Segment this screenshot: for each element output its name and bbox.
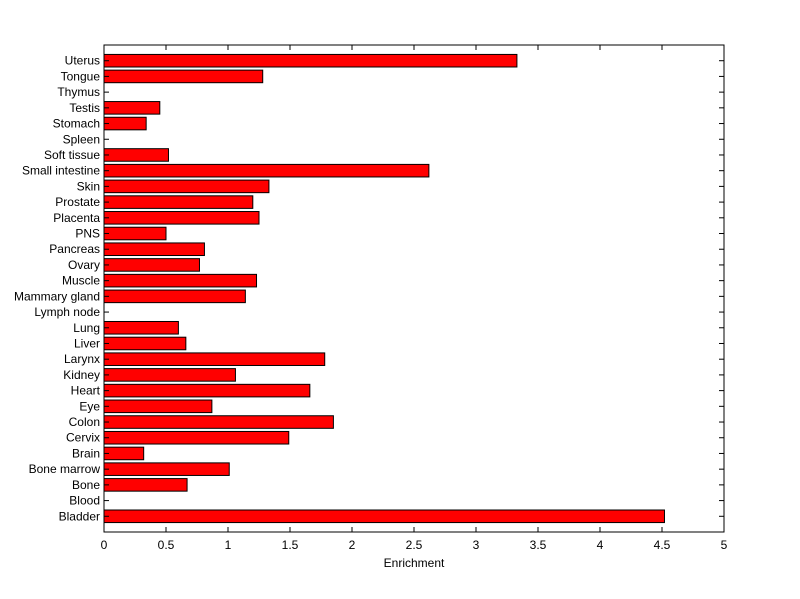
category-label-spleen: Spleen [63, 132, 100, 146]
bar-colon [103, 415, 334, 429]
category-label-bone-marrow: Bone marrow [29, 462, 101, 476]
category-label-ovary: Ovary [68, 258, 100, 272]
category-label-pns: PNS [75, 227, 100, 241]
bar-uterus [103, 53, 518, 68]
ticks-group [103, 45, 725, 532]
bar-bone [103, 478, 188, 492]
bar-bladder [103, 509, 665, 524]
bar-larynx [103, 352, 326, 366]
category-label-heart: Heart [71, 384, 101, 398]
x-tick-labels: 0 0.5 1 1.5 2 2.5 3 3.5 4 4.5 5 [101, 538, 728, 552]
category-label-liver: Liver [74, 336, 100, 350]
bar-cervix [103, 430, 290, 445]
x-tick-label: 0.5 [158, 538, 175, 552]
x-tick-label: 1.5 [282, 538, 299, 552]
x-tick-label: 0 [101, 538, 108, 552]
x-tick-label: 2.5 [406, 538, 423, 552]
x-axis-title: Enrichment [384, 556, 445, 570]
x-tick-label: 3.5 [530, 538, 547, 552]
category-label-stomach: Stomach [53, 117, 100, 131]
x-tick-label: 5 [721, 538, 728, 552]
category-label-prostate: Prostate [55, 195, 100, 209]
bar-lung [103, 320, 179, 335]
category-label-bone: Bone [72, 478, 100, 492]
bar-testis [103, 101, 161, 115]
category-label-placenta: Placenta [53, 211, 100, 225]
category-label-brain: Brain [72, 446, 100, 460]
bar-pancreas [103, 242, 205, 257]
category-label-testis: Testis [69, 101, 100, 115]
category-label-bladder: Bladder [59, 509, 100, 523]
bar-eye [103, 399, 213, 414]
bar-skin [103, 179, 270, 194]
bar-tongue [103, 69, 264, 84]
category-label-small-intestine: Small intestine [22, 164, 100, 178]
x-tick-label: 2 [349, 538, 356, 552]
category-label-thymus: Thymus [57, 85, 100, 99]
category-label-blood: Blood [69, 494, 100, 508]
bar-brain [103, 446, 145, 461]
category-label-uterus: Uterus [65, 54, 100, 68]
bar-placenta [103, 211, 260, 225]
plot-area [104, 45, 724, 532]
category-label-colon: Colon [69, 415, 100, 429]
category-label-kidney: Kidney [63, 368, 100, 382]
bar-mammary-gland [103, 289, 246, 304]
bar-heart [103, 383, 311, 398]
category-label-skin: Skin [77, 179, 100, 193]
category-label-cervix: Cervix [66, 431, 100, 445]
category-label-soft-tissue: Soft tissue [44, 148, 100, 162]
category-label-eye: Eye [79, 399, 100, 413]
category-label-larynx: Larynx [64, 352, 100, 366]
category-label-lymph-node: Lymph node [34, 305, 100, 319]
category-label-pancreas: Pancreas [49, 242, 100, 256]
bar-soft-tissue [103, 148, 169, 162]
plot-frame [103, 44, 725, 533]
bar-pns [103, 226, 167, 241]
x-tick-label: 4.5 [654, 538, 671, 552]
category-label-muscle: Muscle [62, 274, 100, 288]
bar-stomach [103, 116, 147, 131]
category-label-lung: Lung [73, 321, 100, 335]
x-tick-label: 3 [473, 538, 480, 552]
bar-bone-marrow [103, 462, 230, 476]
bar-muscle [103, 273, 258, 288]
bar-kidney [103, 368, 236, 382]
bar-small-intestine [103, 163, 430, 178]
x-tick-label: 1 [225, 538, 232, 552]
bar-ovary [103, 258, 200, 272]
category-label-mammary-gland: Mammary gland [14, 289, 100, 303]
bar-liver [103, 336, 187, 351]
bar-prostate [103, 195, 254, 209]
x-tick-label: 4 [597, 538, 604, 552]
category-label-tongue: Tongue [61, 69, 101, 83]
